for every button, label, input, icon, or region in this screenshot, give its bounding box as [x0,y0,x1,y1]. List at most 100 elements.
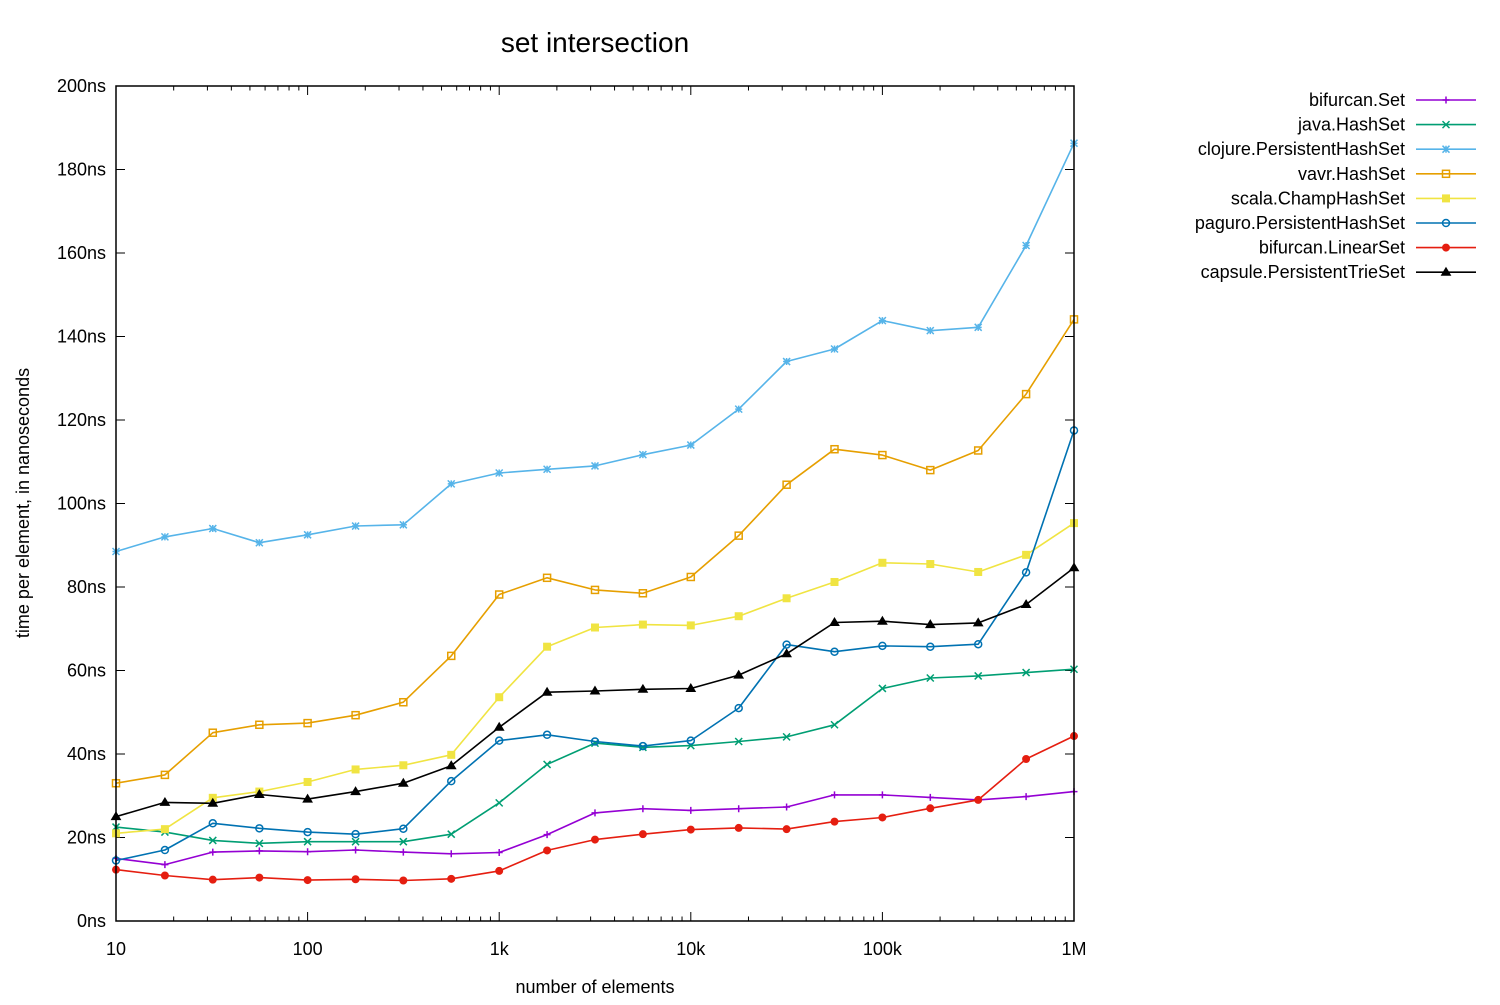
data-point [399,761,408,770]
data-point [303,718,312,728]
data-point [447,479,456,488]
data-point [877,615,888,625]
data-point [494,736,504,745]
data-point [352,846,360,854]
data-point [1021,568,1031,577]
data-point [303,876,312,885]
legend-marker [1441,169,1451,179]
data-point [543,760,552,769]
legend-marker [1441,218,1451,228]
data-point [543,846,552,855]
data-point [590,585,600,595]
data-point [829,617,840,626]
x-axis-title: number of elements [515,977,674,997]
data-point [974,671,983,680]
data-point [638,743,647,752]
legend-item: capsule.PersistentTrieSet [1201,262,1476,282]
data-point [399,520,408,529]
legend-label: capsule.PersistentTrieSet [1201,262,1405,282]
data-point [495,693,504,702]
series-paguro-persistenthashset [111,426,1079,865]
data-point [446,776,456,786]
data-point [1022,241,1031,250]
data-point [1022,550,1031,559]
data-point [734,405,743,414]
data-point [878,684,887,693]
data-point [447,830,456,839]
data-point [734,612,743,621]
legend-marker [1442,96,1450,104]
series-line [115,318,1075,784]
data-point [159,796,171,806]
data-point [974,323,983,332]
legend-item: java.HashSet [1297,115,1476,135]
data-point [830,577,839,586]
data-point [160,871,169,880]
data-point [589,685,601,695]
legend-label: clojure.PersistentHashSet [1198,139,1405,159]
y-tick-label: 140ns [57,327,106,347]
legend-marker [1441,145,1451,154]
data-point [590,461,600,470]
data-point [926,326,935,335]
data-point [638,620,647,629]
legend-item: bifurcan.LinearSet [1259,238,1476,258]
x-tick-label: 10 [106,939,126,959]
data-point [445,760,457,770]
data-point [253,789,265,798]
data-point [1021,389,1031,399]
data-point [782,640,791,649]
y-tick-label: 180ns [57,160,106,180]
data-point [734,703,743,713]
data-point [734,737,743,746]
data-point [542,573,552,583]
data-point [926,793,934,801]
data-point [878,450,887,460]
data-point [351,522,360,531]
x-tick-label: 100 [293,939,323,959]
data-point [446,651,456,661]
data-point [639,805,647,813]
legend-label: bifurcan.Set [1309,90,1405,110]
data-point [255,538,264,547]
data-point [974,567,983,576]
data-point [638,450,647,459]
data-point [302,793,313,803]
y-axis-title: time per element, in nanoseconds [13,368,33,638]
data-point [924,619,936,629]
data-point [160,845,170,855]
data-point [1022,668,1031,677]
legend-label: paguro.PersistentHashSet [1195,213,1405,233]
data-point [638,589,648,598]
data-point [878,791,886,799]
data-point [973,446,983,455]
data-point [303,530,312,539]
legend-item: paguro.PersistentHashSet [1195,213,1476,233]
data-point [685,682,697,692]
data-point [735,805,743,813]
data-point [831,791,838,799]
data-point [541,686,553,696]
y-tick-label: 60ns [67,661,106,681]
data-point [686,572,696,582]
legend-item: clojure.PersistentHashSet [1198,139,1476,159]
data-point [495,849,503,857]
data-point [160,770,170,780]
y-tick-label: 80ns [67,577,106,597]
data-point [160,825,169,834]
data-point [590,737,600,746]
data-point [830,344,839,354]
data-point [350,786,361,796]
series-line [115,142,1075,553]
data-point [733,669,745,679]
data-point [543,465,552,474]
data-point [973,639,983,649]
data-point [399,848,407,856]
data-point [1022,793,1030,801]
data-point [734,823,743,832]
series-clojure-persistenthashset [111,139,1079,556]
data-point [686,441,695,450]
data-point [351,710,360,720]
data-point [351,765,360,774]
